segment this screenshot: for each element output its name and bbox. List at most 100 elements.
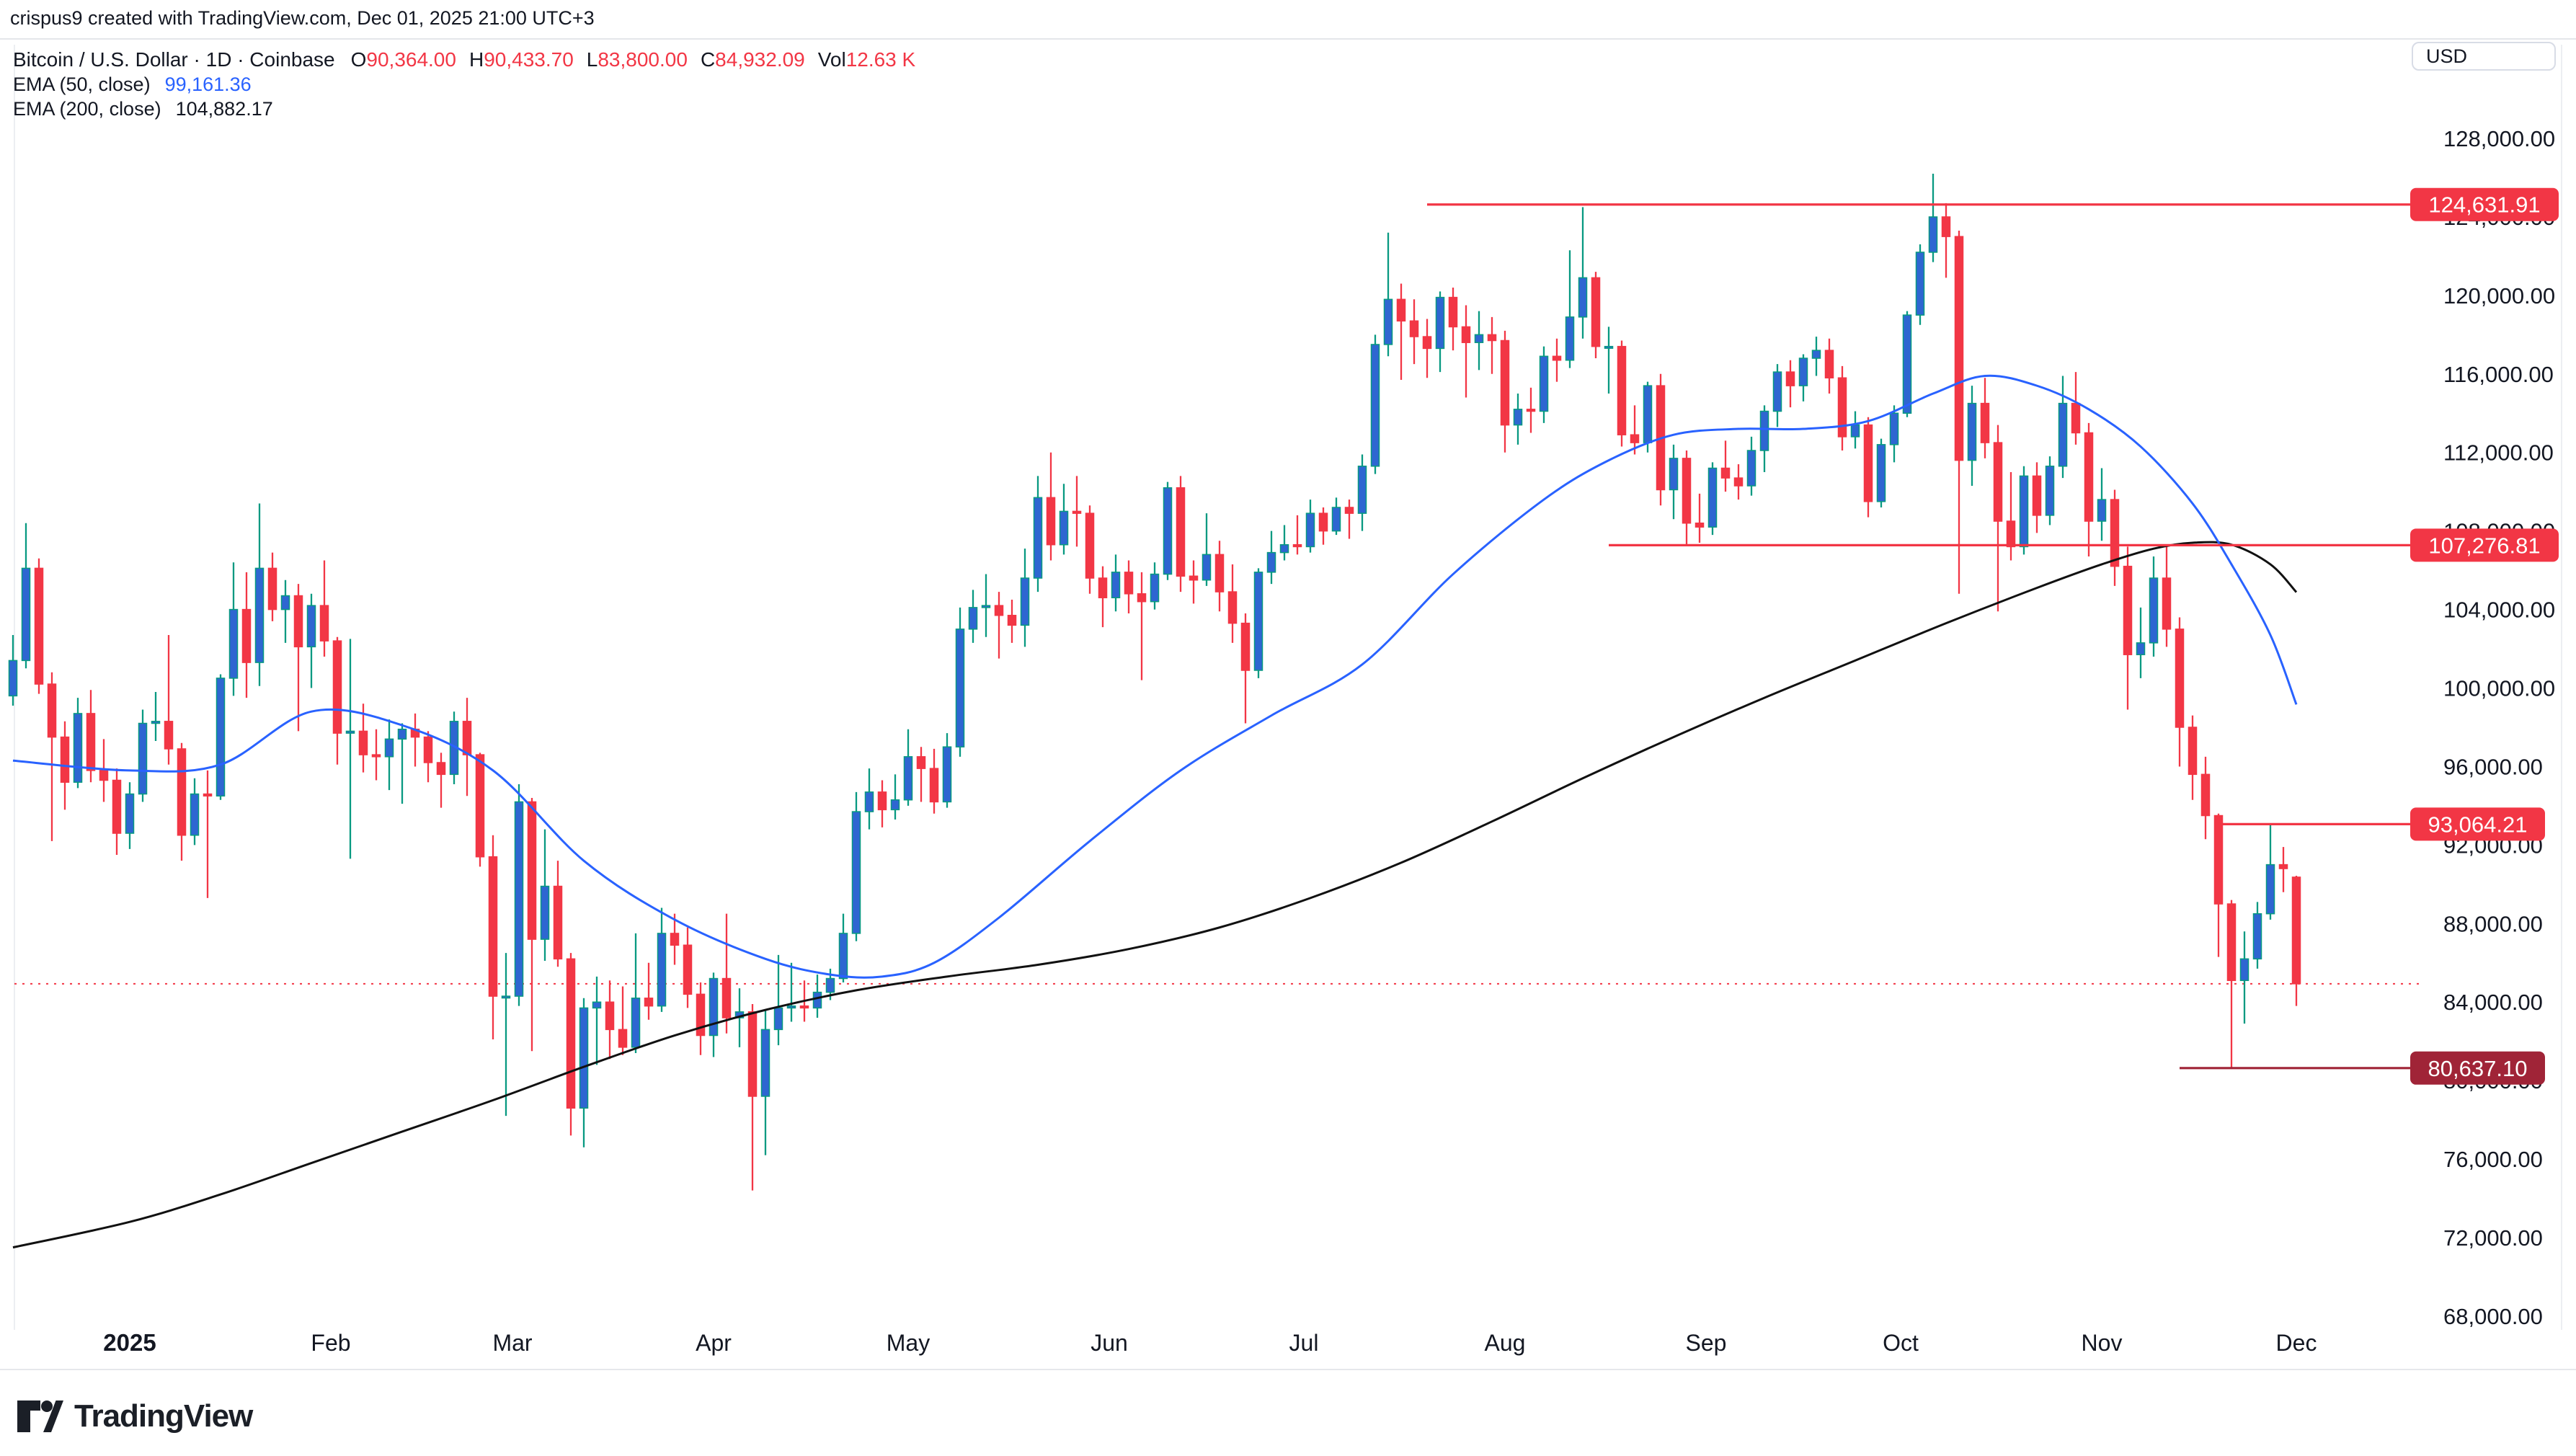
candle-body [1072, 510, 1082, 514]
price-tick-label: 100,000.00 [2443, 676, 2555, 701]
tradingview-logo-text: TradingView [74, 1398, 253, 1434]
candle-body [1253, 572, 1263, 671]
month-label-Feb: Feb [311, 1330, 350, 1356]
candle-body [747, 1011, 758, 1097]
candle-body [475, 754, 485, 858]
indicator-label: EMA (200, close) [13, 98, 161, 120]
candle-body [838, 933, 848, 980]
candle-body [929, 768, 939, 803]
candle-body [799, 1005, 809, 1009]
candle-body [1370, 344, 1380, 467]
candle-body [2278, 864, 2288, 869]
candles-layer[interactable] [8, 174, 2301, 1191]
candle-body [34, 567, 44, 685]
price-axis[interactable]: 128,000.00124,000.00120,000.00116,000.00… [2443, 126, 2555, 1329]
candle-body [683, 944, 693, 995]
candle-body [1059, 510, 1069, 546]
candle-body [1889, 412, 1899, 445]
candle-body [994, 605, 1004, 616]
indicator-row-0[interactable]: EMA (50, close) 99,161.36 [13, 73, 928, 97]
month-label-Apr: Apr [696, 1330, 732, 1356]
tradingview-logo[interactable]: TradingView [17, 1398, 253, 1434]
candle-body [1876, 444, 1886, 502]
candle-body [916, 756, 926, 769]
candle-body [1720, 467, 1731, 479]
price-level-badge-0: 124,631.91 [2410, 187, 2559, 221]
candle-body [241, 608, 252, 663]
candle-body [2200, 773, 2211, 817]
candle-body [384, 738, 394, 758]
candle-body [1111, 572, 1121, 598]
candle-body [267, 567, 277, 611]
candle-body [1539, 355, 1549, 412]
candle-body [540, 885, 550, 940]
ohlc-values: O90,364.00 H90,433.70 L83,800.00 C84,932.09… [351, 48, 929, 72]
candle-body [21, 567, 31, 662]
candle-body [1617, 345, 1627, 435]
candle-body [1214, 554, 1225, 592]
price-level-badge-3: 80,637.10 [2410, 1051, 2545, 1085]
time-axis[interactable]: 2025 Feb Mar Apr May Jun Jul Aug Sep Oct Nov Dec [103, 1329, 2317, 1356]
symbol-row[interactable]: Bitcoin / U.S. Dollar · 1D · Coinbase O9… [13, 48, 928, 72]
price-tick-label: 88,000.00 [2443, 911, 2543, 936]
candle-body [864, 791, 874, 812]
candle-body [2188, 727, 2198, 776]
candle-body [2226, 903, 2237, 982]
candle-body [462, 721, 472, 755]
candle-body [254, 567, 265, 663]
candle-body [397, 728, 407, 740]
candle-body [566, 958, 576, 1109]
indicator-row-1[interactable]: EMA (200, close) 104,882.17 [13, 97, 928, 121]
month-label-Jun: Jun [1091, 1330, 1128, 1356]
price-tick-label: 128,000.00 [2443, 126, 2555, 151]
indicator-label: EMA (50, close) [13, 74, 151, 95]
candle-body [164, 721, 174, 750]
currency-unit-button[interactable]: USD [2412, 42, 2556, 71]
month-label-2025: 2025 [103, 1329, 156, 1356]
candle-body [1578, 277, 1588, 318]
candle-body [371, 754, 381, 758]
candle-body [1202, 554, 1212, 581]
candle-body [1085, 512, 1095, 579]
candle-body [812, 991, 822, 1009]
candle-body [488, 856, 498, 997]
candle-body [1604, 345, 1614, 349]
candle-body [1980, 402, 1990, 443]
candle-body [1941, 216, 1951, 237]
ema200-line[interactable] [12, 541, 2298, 1249]
candle-body [1837, 377, 1847, 438]
candle-body [138, 722, 148, 795]
candle-body [1461, 326, 1471, 343]
candle-body [825, 977, 835, 993]
candle-body [1824, 350, 1834, 378]
candle-body [216, 678, 226, 797]
candle-body [1292, 543, 1302, 548]
top-divider [0, 38, 2576, 40]
candle-body [670, 933, 680, 946]
candle-body [125, 793, 135, 834]
candle-body [1707, 467, 1718, 528]
candle-body [1785, 371, 1795, 386]
price-tick-label: 104,000.00 [2443, 598, 2555, 623]
candle-body [1915, 252, 1925, 316]
candle-body [553, 885, 563, 960]
chart-legend: Bitcoin / U.S. Dollar · 1D · Coinbase O9… [13, 48, 928, 121]
candle-body [1591, 277, 1601, 347]
candle-body [358, 730, 368, 755]
candle-body [1435, 296, 1445, 350]
month-label-Sep: Sep [1686, 1330, 1727, 1356]
price-tick-label: 84,000.00 [2443, 990, 2543, 1015]
candle-body [2110, 499, 2120, 567]
ema50-line[interactable] [12, 374, 2298, 979]
price-tick-label: 76,000.00 [2443, 1147, 2543, 1172]
candle-body [786, 1005, 796, 1009]
candle-body [2239, 958, 2249, 982]
candle-body [968, 607, 978, 630]
candle-body [955, 629, 965, 747]
candle-body [2006, 520, 2016, 548]
candle-body [1150, 573, 1160, 603]
candle-body [760, 1029, 770, 1097]
candle-body [1266, 551, 1276, 573]
candle-body [436, 762, 446, 776]
